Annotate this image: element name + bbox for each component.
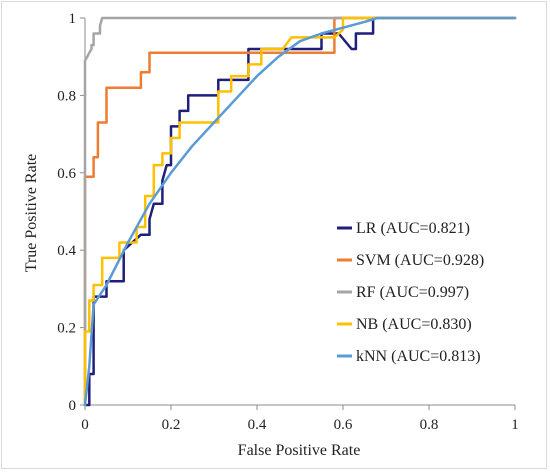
y-axis: 0 0.2 0.4 0.6 0.8 1 bbox=[57, 11, 86, 414]
legend-label-knn: kNN (AUC=0.813) bbox=[356, 348, 481, 365]
x-tick-label: 1 bbox=[511, 417, 519, 433]
legend-label-svm: SVM (AUC=0.928) bbox=[356, 252, 484, 269]
legend-label-nb: NB (AUC=0.830) bbox=[356, 316, 472, 333]
series-line-rf bbox=[83, 16, 517, 407]
y-tick-label: 0.8 bbox=[57, 88, 76, 104]
y-tick-label: 0.6 bbox=[57, 166, 76, 182]
x-axis: 0 0.2 0.4 0.6 0.8 1 bbox=[81, 404, 519, 433]
series-line-knn bbox=[83, 16, 517, 407]
legend-label-lr: LR (AUC=0.821) bbox=[356, 220, 470, 237]
legend: LR (AUC=0.821) SVM (AUC=0.928) RF (AUC=0.9… bbox=[337, 220, 484, 365]
x-tick-label: 0.6 bbox=[334, 417, 353, 433]
series-line-nb bbox=[83, 16, 517, 407]
y-axis-title: True Positive Rate bbox=[23, 154, 40, 273]
x-tick-label: 0.8 bbox=[420, 417, 439, 433]
x-tick-label: 0.2 bbox=[162, 417, 181, 433]
legend-label-rf: RF (AUC=0.997) bbox=[356, 284, 469, 301]
series-line-svm bbox=[83, 16, 517, 407]
series-layer bbox=[83, 16, 517, 407]
x-axis-title: False Positive Rate bbox=[238, 442, 361, 459]
y-tick-label: 0.2 bbox=[57, 321, 76, 337]
y-tick-label: 1 bbox=[69, 11, 77, 27]
series-line-lr bbox=[83, 16, 517, 407]
y-tick-label: 0.4 bbox=[57, 243, 76, 259]
x-tick-label: 0 bbox=[81, 417, 89, 433]
x-tick-label: 0.4 bbox=[248, 417, 267, 433]
y-tick-label: 0 bbox=[69, 398, 77, 414]
